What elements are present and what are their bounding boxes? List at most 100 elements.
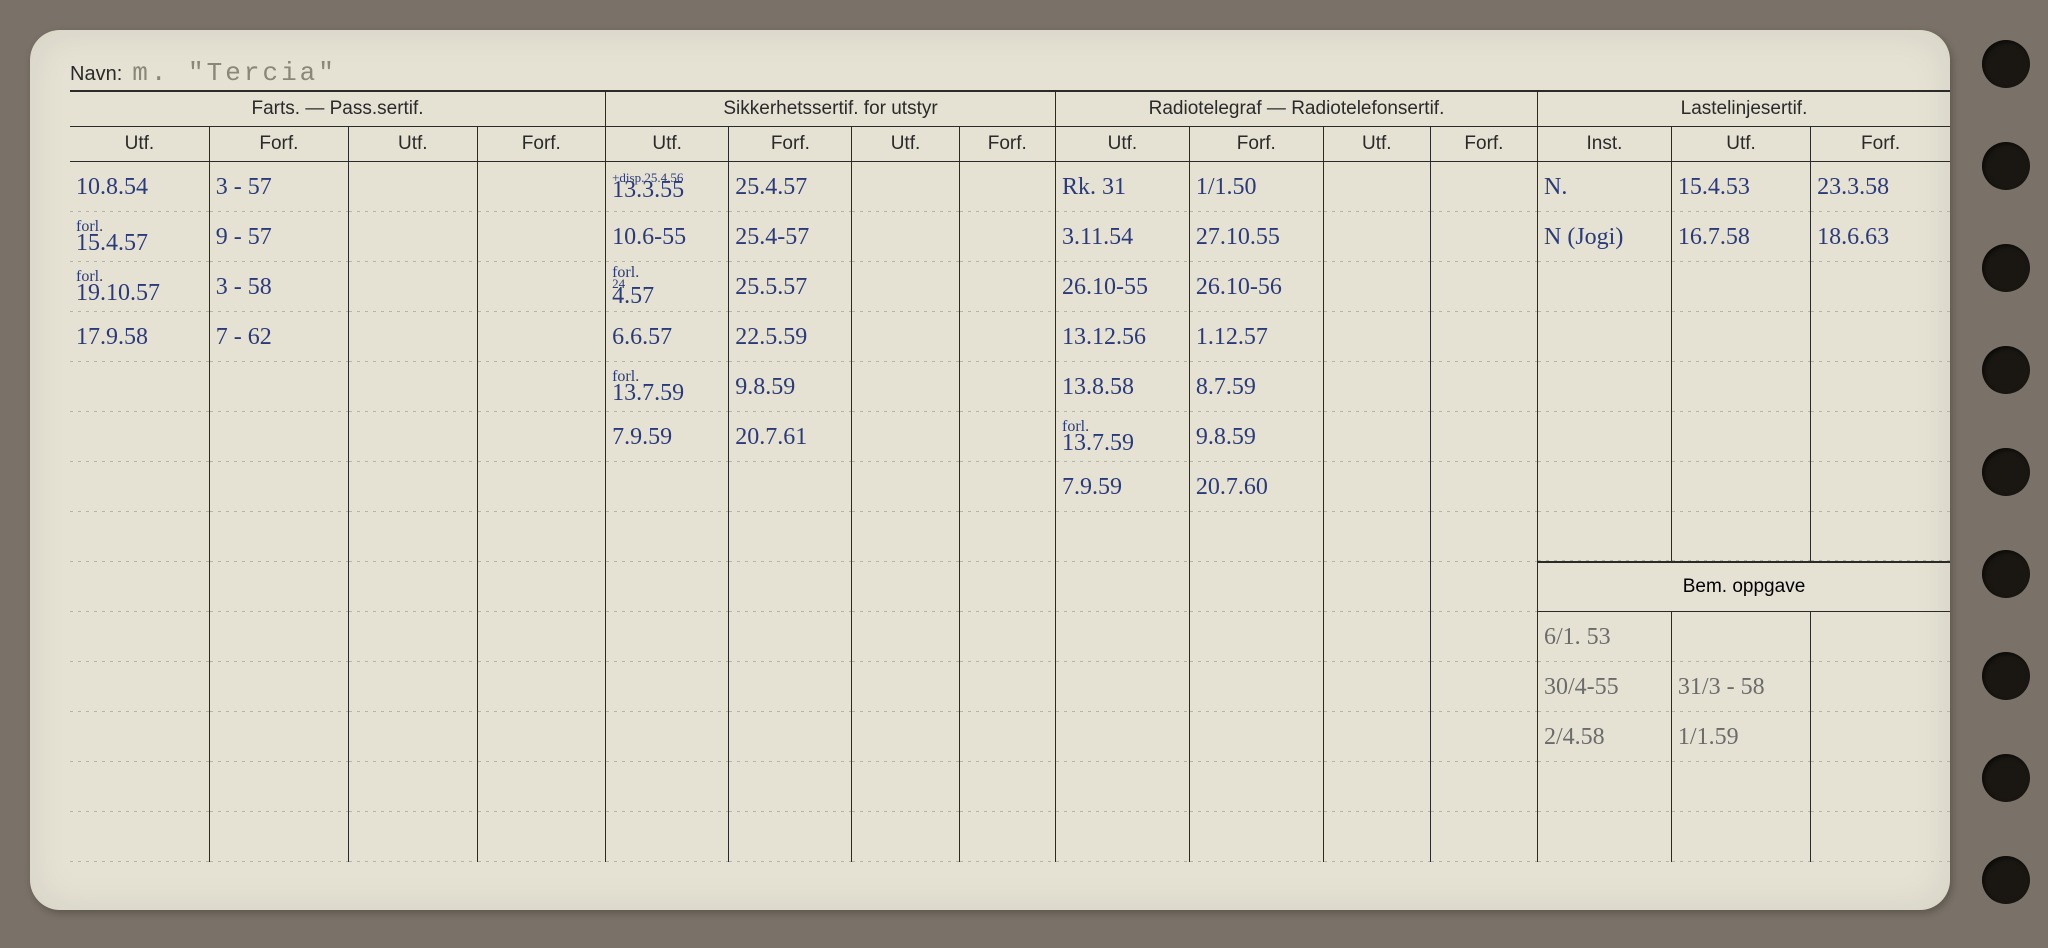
cell bbox=[70, 462, 209, 512]
col-farts-forf: Forf. bbox=[209, 127, 348, 162]
cell bbox=[349, 212, 478, 262]
cell bbox=[959, 462, 1055, 512]
cell: 22.5.59 bbox=[729, 312, 852, 362]
cell: 25.5.57 bbox=[729, 262, 852, 312]
cell bbox=[606, 812, 729, 862]
cell bbox=[477, 212, 606, 262]
table-row: 7.9.5920.7.60 bbox=[70, 462, 1950, 512]
binder-holes bbox=[1982, 40, 2030, 904]
cell bbox=[1538, 412, 1672, 462]
cell bbox=[209, 462, 348, 512]
cell: 9.8.59 bbox=[729, 362, 852, 412]
cell bbox=[209, 412, 348, 462]
cell bbox=[852, 762, 959, 812]
cell bbox=[1430, 362, 1537, 412]
table-row: forl.13.7.599.8.5913.8.588.7.59 bbox=[70, 362, 1950, 412]
cell bbox=[1430, 612, 1537, 662]
cell bbox=[1055, 662, 1189, 712]
cell bbox=[1811, 312, 1950, 362]
cell: forl.13.7.59 bbox=[606, 362, 729, 412]
cell bbox=[606, 462, 729, 512]
cell: Rk. 31 bbox=[1055, 162, 1189, 212]
col-group-farts: Farts. — Pass.sertif. bbox=[70, 92, 606, 127]
cell bbox=[209, 362, 348, 412]
cell bbox=[1323, 362, 1430, 412]
cell: 7.9.59 bbox=[1055, 462, 1189, 512]
cell: N. bbox=[1538, 162, 1672, 212]
cell bbox=[477, 562, 606, 612]
cell bbox=[1430, 462, 1537, 512]
cell bbox=[209, 812, 348, 862]
name-row: Navn: m. "Tercia" bbox=[70, 58, 1950, 92]
cell bbox=[1430, 562, 1537, 612]
cell bbox=[1323, 612, 1430, 662]
cell bbox=[349, 562, 478, 612]
table-row bbox=[70, 512, 1950, 562]
table-row: 17.9.587 - 626.6.5722.5.5913.12.561.12.5… bbox=[70, 312, 1950, 362]
cell: 17.9.58 bbox=[70, 312, 209, 362]
cell: 23.3.58 bbox=[1811, 162, 1950, 212]
cell: forl.244.57 bbox=[606, 262, 729, 312]
cell bbox=[959, 362, 1055, 412]
table-row: 10.8.543 - 57 +disp.25.4.5613.3.5525.4.57… bbox=[70, 162, 1950, 212]
cell bbox=[70, 562, 209, 612]
table-row: 6/1. 53 bbox=[70, 612, 1950, 662]
cell bbox=[959, 762, 1055, 812]
cell: N (Jogi) bbox=[1538, 212, 1672, 262]
cell bbox=[1323, 212, 1430, 262]
cell bbox=[1671, 762, 1810, 812]
hole-icon bbox=[1982, 652, 2030, 700]
cell: forl.15.4.57 bbox=[70, 212, 209, 262]
cell bbox=[1323, 462, 1430, 512]
bem-cell bbox=[1811, 712, 1950, 762]
cell bbox=[349, 462, 478, 512]
col-sikk-utf: Utf. bbox=[606, 127, 729, 162]
hole-icon bbox=[1982, 754, 2030, 802]
cell bbox=[959, 812, 1055, 862]
header-group-row: Farts. — Pass.sertif. Sikkerhetssertif. … bbox=[70, 92, 1950, 127]
bem-cell bbox=[1811, 662, 1950, 712]
cell: 9 - 57 bbox=[209, 212, 348, 262]
cell bbox=[1055, 562, 1189, 612]
cell bbox=[959, 612, 1055, 662]
cell: 10.8.54 bbox=[70, 162, 209, 212]
hole-icon bbox=[1982, 346, 2030, 394]
record-card: Navn: m. "Tercia" Farts. — Pass.sertif. … bbox=[30, 30, 1950, 910]
cell bbox=[852, 712, 959, 762]
cell bbox=[1430, 412, 1537, 462]
cell bbox=[729, 712, 852, 762]
hole-icon bbox=[1982, 856, 2030, 904]
cell bbox=[1189, 662, 1323, 712]
cell bbox=[70, 362, 209, 412]
cell bbox=[1323, 412, 1430, 462]
cell bbox=[959, 312, 1055, 362]
bem-cell: 6/1. 53 bbox=[1538, 612, 1672, 662]
certificate-table: Farts. — Pass.sertif. Sikkerhetssertif. … bbox=[70, 92, 1950, 862]
cell bbox=[1323, 562, 1430, 612]
cell bbox=[1811, 412, 1950, 462]
cell: +disp.25.4.5613.3.55 bbox=[606, 162, 729, 212]
cell bbox=[1811, 762, 1950, 812]
cell: 3 - 57 bbox=[209, 162, 348, 212]
cell bbox=[477, 712, 606, 762]
cell bbox=[349, 662, 478, 712]
col-group-radio: Radiotelegraf — Radiotelefonsertif. bbox=[1055, 92, 1537, 127]
cell: 18.6.63 bbox=[1811, 212, 1950, 262]
cell bbox=[1811, 512, 1950, 562]
cell: 25.4.57 bbox=[729, 162, 852, 212]
hole-icon bbox=[1982, 550, 2030, 598]
cell bbox=[1055, 812, 1189, 862]
cell bbox=[1323, 712, 1430, 762]
cell bbox=[349, 312, 478, 362]
table-row: 7.9.5920.7.61forl.13.7.599.8.59 bbox=[70, 412, 1950, 462]
bem-cell: 1/1.59 bbox=[1671, 712, 1810, 762]
cell bbox=[852, 512, 959, 562]
cell: 20.7.60 bbox=[1189, 462, 1323, 512]
cell bbox=[852, 662, 959, 712]
cell bbox=[70, 612, 209, 662]
cell bbox=[1671, 262, 1810, 312]
col-radio-forf2: Forf. bbox=[1430, 127, 1537, 162]
name-value: m. "Tercia" bbox=[132, 58, 337, 88]
cell: 16.7.58 bbox=[1671, 212, 1810, 262]
cell bbox=[209, 662, 348, 712]
